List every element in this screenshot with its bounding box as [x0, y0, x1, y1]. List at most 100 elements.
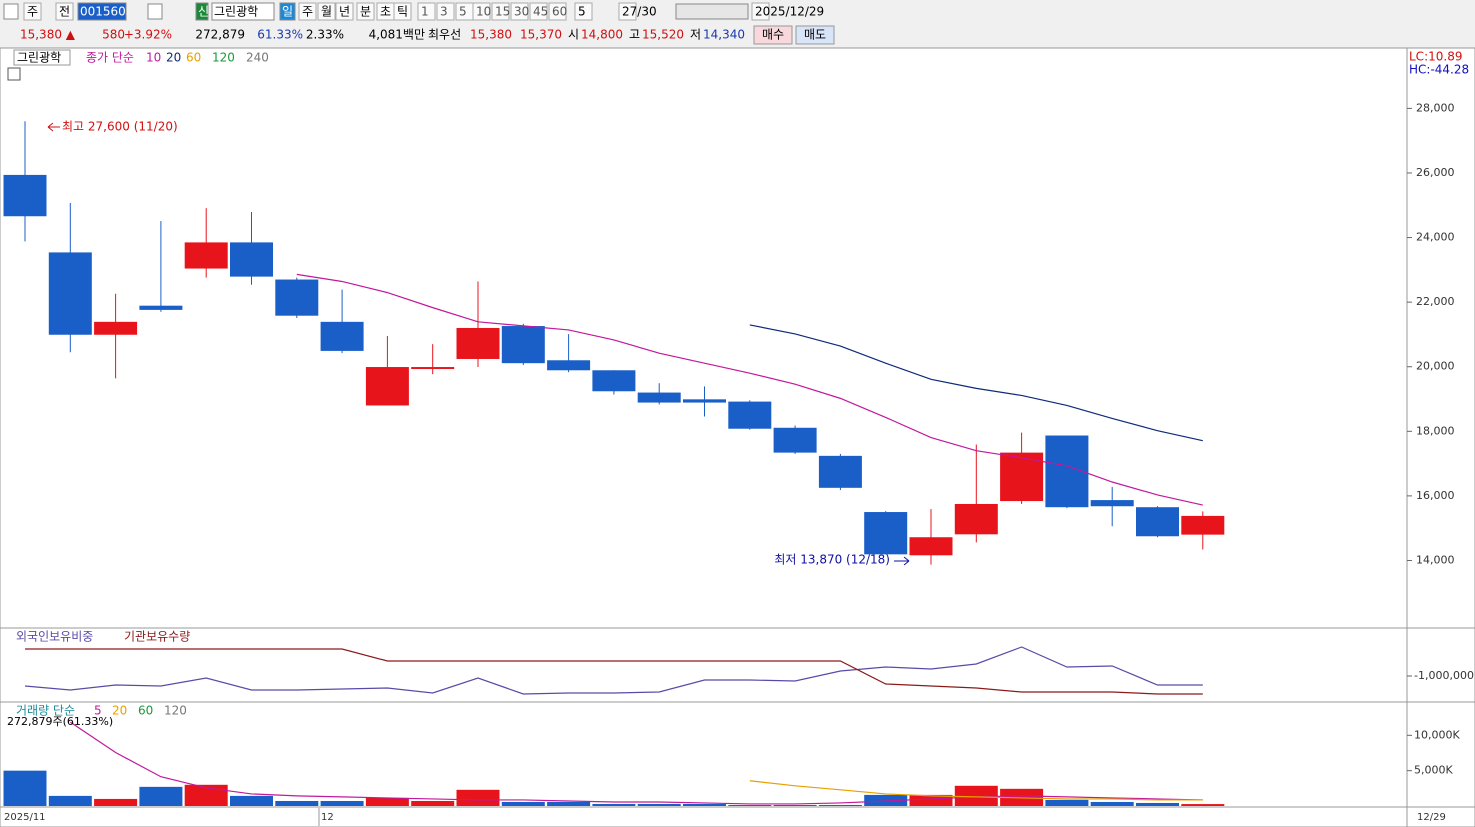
toolbar-field[interactable] — [195, 2, 209, 21]
volume-bar — [3, 770, 47, 806]
toolbar-item[interactable]: 5 — [459, 5, 467, 19]
order-button[interactable] — [753, 25, 793, 45]
toolbar-button[interactable] — [436, 2, 455, 21]
volume-bar — [365, 797, 409, 806]
toolbar-item[interactable]: 그린광학 — [214, 5, 258, 19]
toolbar-item[interactable]: 분 — [360, 5, 371, 19]
toolbar-button[interactable] — [335, 2, 354, 21]
quote-item: 15,380 ▲ — [20, 28, 76, 42]
ma-line — [296, 273, 1203, 506]
toolbar-item[interactable]: 1 — [421, 5, 429, 19]
toolbar-button[interactable] — [618, 2, 637, 21]
toolbar-button[interactable] — [298, 2, 317, 21]
panel-legend: 5 — [94, 704, 102, 718]
toolbar-button[interactable] — [393, 2, 412, 21]
icon[interactable] — [3, 3, 19, 20]
legend-box — [13, 49, 71, 66]
quote-item[interactable]: 매도 — [804, 28, 826, 42]
ma-line — [749, 324, 1203, 442]
y-tick-label: -1,000,000 — [1414, 669, 1474, 682]
toolbar-item[interactable]: 10 — [476, 5, 491, 19]
tool-icons[interactable] — [675, 3, 749, 20]
toolbar-field[interactable] — [279, 2, 296, 21]
candle-body — [547, 360, 591, 371]
panel-legend: 120 — [164, 704, 187, 718]
quote-item: 시 — [568, 28, 579, 42]
toolbar-button[interactable] — [356, 2, 375, 21]
toolbar-item[interactable]: 전 — [59, 5, 70, 19]
candle-body — [818, 455, 862, 488]
annotation-arrow — [894, 556, 910, 566]
toolbar-button[interactable] — [548, 2, 567, 21]
toolbar-item[interactable]: 주 — [27, 5, 38, 19]
panel-legend: 20 — [112, 704, 127, 718]
toolbar-item[interactable]: 60 — [552, 5, 567, 19]
toolbar-item[interactable]: 초 — [380, 5, 391, 19]
toolbar-item[interactable]: 일 — [282, 5, 293, 19]
search-icon[interactable] — [147, 3, 163, 20]
toolbar-item[interactable]: 3 — [440, 5, 448, 19]
candle-body — [954, 503, 998, 535]
volume-bar — [728, 805, 772, 806]
toolbar-item[interactable]: 년 — [339, 5, 350, 19]
toolbar-item[interactable]: 001560 — [80, 5, 126, 19]
toolbar-button[interactable] — [472, 2, 491, 21]
legend-entry: 120 — [212, 51, 235, 65]
volume-bar — [954, 785, 998, 806]
toolbar-item[interactable]: 30 — [514, 5, 529, 19]
x-tick-label: 12/29 — [1417, 812, 1446, 823]
candle-body — [139, 305, 183, 310]
toolbar-button[interactable] — [491, 2, 510, 21]
y-tick-label: 5,000K — [1414, 764, 1453, 777]
candle-body — [1090, 500, 1134, 507]
legend-entry: 종가 단순 — [86, 51, 134, 65]
toolbar-button[interactable] — [751, 2, 770, 21]
toolbar-field[interactable] — [211, 2, 275, 21]
table-icon[interactable] — [7, 67, 21, 81]
order-button[interactable] — [795, 25, 835, 45]
toolbar-button[interactable] — [574, 2, 593, 21]
volume-bar — [818, 805, 862, 806]
volume-bar — [773, 805, 817, 806]
quote-item: 2.33% — [306, 28, 344, 42]
toolbar-item[interactable]: 45 — [533, 5, 548, 19]
toolbar-item[interactable]: 주 — [302, 5, 313, 19]
candle-body — [456, 327, 500, 359]
quote-item: 61.33% — [257, 28, 303, 42]
toolbar-item[interactable]: 5 — [578, 5, 586, 19]
toolbar-item[interactable]: 2025/12/29 — [755, 5, 824, 19]
toolbar-item[interactable]: 신 — [198, 5, 209, 19]
candle-body — [909, 537, 953, 556]
y-tick-label: 22,000 — [1416, 295, 1455, 308]
volume-bar — [94, 798, 138, 806]
quote-item[interactable]: 매수 — [762, 28, 784, 42]
volume-bar — [320, 800, 364, 806]
toolbar-button[interactable] — [417, 2, 436, 21]
volume-label: 272,879주(61.33%) — [7, 715, 113, 728]
quote-item: 14,800 — [581, 28, 623, 42]
volume-bar — [456, 789, 500, 806]
toolbar-item[interactable]: 틱 — [397, 5, 408, 19]
toolbar-item[interactable]: 27/30 — [622, 5, 657, 19]
toolbar-field[interactable] — [77, 2, 127, 21]
candle-body — [48, 252, 92, 335]
toolbar-item[interactable]: 15 — [495, 5, 510, 19]
volume-bar — [230, 795, 273, 806]
volume-bar — [637, 803, 681, 806]
candle-body — [637, 392, 681, 403]
volume-bar — [909, 794, 953, 806]
toolbar-button[interactable] — [510, 2, 529, 21]
toolbar-button[interactable] — [55, 2, 74, 21]
volume-bar — [275, 800, 319, 806]
toolbar-item[interactable]: 월 — [321, 5, 332, 19]
volume-bar — [683, 803, 726, 806]
side-label: HC:-44.28 — [1409, 63, 1469, 77]
volume-bar — [501, 801, 545, 806]
candle-body — [365, 367, 409, 406]
toolbar-button[interactable] — [529, 2, 548, 21]
toolbar-button[interactable] — [317, 2, 336, 21]
toolbar-button[interactable] — [23, 2, 42, 21]
volume-ma-line — [749, 780, 1203, 801]
legend-entry: 10 — [146, 51, 161, 65]
